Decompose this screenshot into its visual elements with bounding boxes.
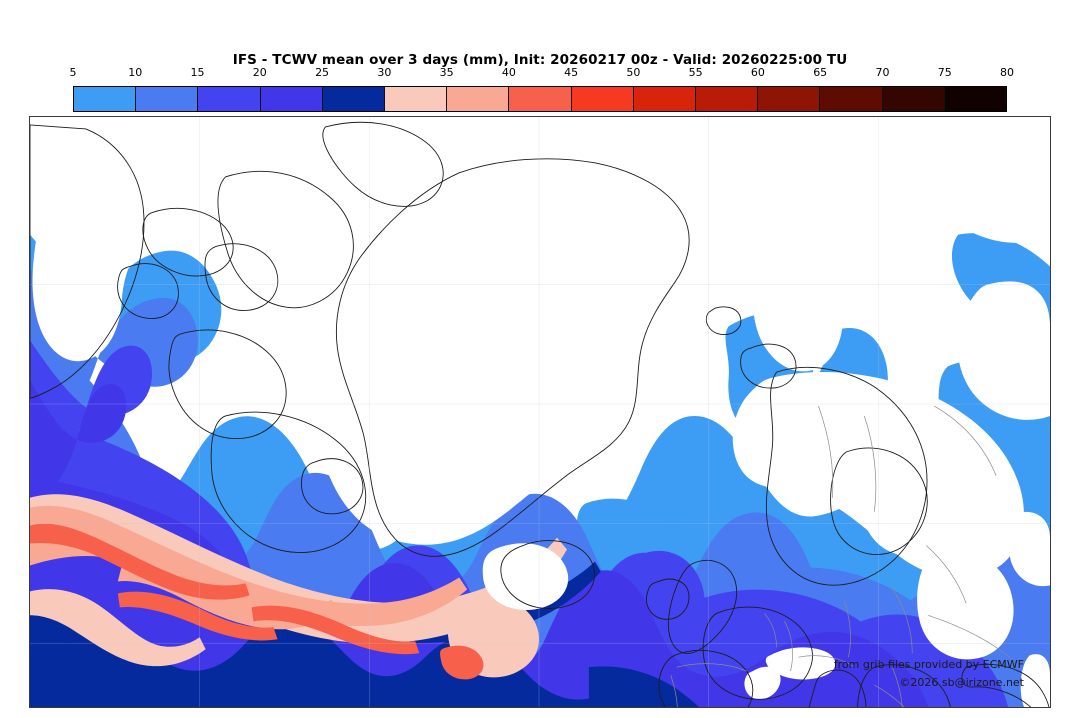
coast-victoria [142, 207, 234, 277]
colorbar-tick-45: 45 [564, 66, 579, 79]
coast-hudson [168, 329, 287, 439]
coast-britain [667, 559, 738, 654]
coast-devon [204, 243, 279, 311]
colorbar-tick-65: 65 [813, 66, 828, 79]
coast-svalbard [740, 343, 797, 389]
colorbar-tick-55: 55 [688, 66, 703, 79]
coast-newfoundland [301, 458, 364, 515]
tcwv-band-40-45 [30, 523, 250, 600]
tcwv-band-20-25-w [30, 380, 127, 508]
coast-banks [117, 263, 179, 319]
border-ukraine [928, 614, 1013, 660]
border-benelux [764, 613, 777, 648]
mask-greenland [280, 119, 737, 545]
colorbar-cell-35-40[interactable] [447, 87, 510, 111]
mask-ne-corner [1008, 511, 1050, 587]
map-canvas [30, 117, 1050, 707]
coast-iceland [500, 540, 595, 609]
colorbar-tick-40: 40 [501, 66, 516, 79]
border-germany-poland [844, 601, 851, 658]
coastlines [30, 121, 1050, 707]
tcwv-band-30-35-low [30, 589, 206, 667]
colorbar-cell-15-20[interactable] [198, 87, 261, 111]
colorbar-tick-5: 5 [69, 66, 77, 79]
colorbar-tick-80: 80 [1000, 66, 1014, 79]
colorbar-cell-5-10[interactable] [74, 87, 137, 111]
coast-blacksea [961, 664, 1050, 707]
colorbar-cell-50-55[interactable] [633, 87, 697, 111]
colorbar-tick-75: 75 [937, 66, 952, 79]
tcwv-band-35-40 [30, 505, 468, 627]
mask-baltic-w [859, 441, 958, 556]
dry-land-mask [32, 117, 1050, 707]
border-scand-fin [864, 415, 877, 512]
data-source-credit: from grib files provided by ECMWF [833, 658, 1024, 671]
border-russia-n [934, 405, 997, 476]
colorbar-tick-20: 20 [252, 66, 267, 79]
coast-faroe [705, 306, 742, 336]
colorbar-cell-55-60[interactable] [696, 87, 759, 111]
border-balkans-2 [891, 667, 903, 707]
coast-labrador [30, 124, 145, 399]
tcwv-band-40-45-b [117, 591, 278, 641]
colorbar-cell-40-45[interactable] [509, 87, 572, 111]
tcwv-band-25-30-iso [588, 666, 699, 707]
border-france-germany [784, 621, 793, 672]
coast-baffin [217, 170, 354, 309]
colorbar-cell-30-35[interactable] [385, 87, 448, 111]
border-france-spain [676, 663, 747, 672]
colorbar-cell-75-80[interactable] [944, 87, 1007, 111]
country-borders [670, 405, 1013, 707]
colorbar-cell-45-50[interactable] [571, 87, 634, 111]
colorbar-cell-65-70[interactable] [820, 87, 883, 111]
colorbar-tick-25: 25 [315, 66, 330, 79]
coast-europe-west [702, 606, 813, 700]
tcwv-band-40-45-c [251, 605, 420, 655]
colorbar-cells[interactable] [73, 86, 1007, 112]
border-poland-east [890, 585, 913, 654]
coast-ireland [646, 578, 690, 620]
border-alps [798, 655, 855, 668]
mask-iceland-in [482, 543, 569, 611]
colorbar-tick-10: 10 [128, 66, 143, 79]
coast-baltic [830, 447, 928, 555]
colorbar-tick-labels: 5 10 15 20 25 30 35 40 45 50 55 60 65 70 75 80 [69, 66, 1015, 82]
colorbar-tick-60: 60 [750, 66, 765, 79]
colorbar-cell-10-15[interactable] [136, 87, 199, 111]
tcwv-band-25-30 [30, 607, 601, 707]
page-title: IFS - TCWV mean over 3 days (mm), Init: … [232, 52, 848, 68]
border-norway-sweden [818, 405, 834, 498]
coast-balkans [857, 664, 951, 707]
coast-iberia [658, 650, 754, 707]
weather-map[interactable]: from grib files provided by ECMWF ©2026 … [29, 116, 1051, 708]
colorbar-cell-20-25[interactable] [260, 87, 323, 111]
mask-russia-east [957, 281, 1050, 420]
mask-central-eur [917, 549, 1014, 660]
colorbar-tick-70: 70 [875, 66, 890, 79]
colorbar-tick-50: 50 [626, 66, 641, 79]
border-portugal [670, 674, 678, 707]
tcwv-band-40-45-d [440, 645, 484, 680]
colorbar-tick-15: 15 [190, 66, 205, 79]
border-balkans-1 [874, 684, 905, 707]
colorbar-tick-35: 35 [439, 66, 454, 79]
coast-greenland [335, 158, 690, 557]
colorbar[interactable] [73, 86, 1007, 112]
tcwv-band-25-30-sw [30, 642, 252, 707]
mask-se-corner [1020, 654, 1050, 707]
graticule [30, 117, 1050, 707]
colorbar-tick-30: 30 [377, 66, 392, 79]
colorbar-cell-60-65[interactable] [758, 87, 821, 111]
colorbar-cell-70-75[interactable] [882, 87, 945, 111]
border-baltic-states [926, 545, 967, 604]
copyright-credit: ©2026 sb@irizone.net [899, 676, 1024, 689]
colorbar-cell-25-30[interactable] [322, 87, 386, 111]
mask-pyrenees [744, 666, 781, 700]
coast-norway [765, 367, 928, 586]
coast-quebec [210, 411, 367, 553]
coast-ellesmere [322, 121, 444, 207]
